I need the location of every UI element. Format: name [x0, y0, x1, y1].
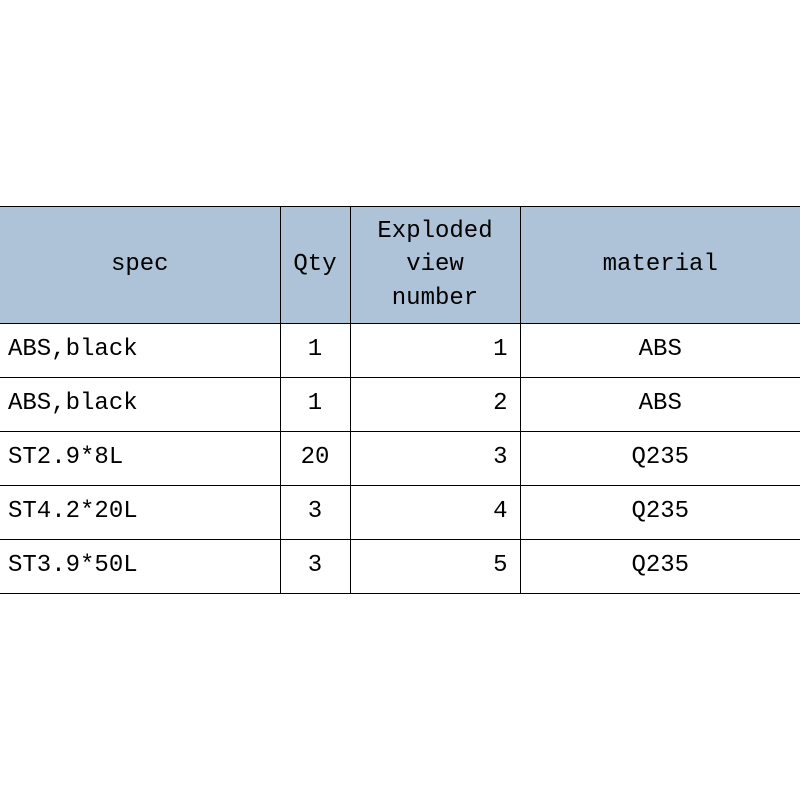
cell-spec: ST2.9*8L — [0, 432, 280, 486]
cell-view: 1 — [350, 324, 520, 378]
cell-spec: ABS,black — [0, 378, 280, 432]
table-header-row: spec Qty Explodedview number material — [0, 206, 800, 324]
table-row: ST4.2*20L 3 4 Q235 — [0, 486, 800, 540]
table-row: ST2.9*8L 20 3 Q235 — [0, 432, 800, 486]
cell-view: 5 — [350, 540, 520, 594]
cell-material: Q235 — [520, 540, 800, 594]
table-row: ABS,black 1 2 ABS — [0, 378, 800, 432]
cell-qty: 3 — [280, 540, 350, 594]
cell-view: 4 — [350, 486, 520, 540]
cell-spec: ST3.9*50L — [0, 540, 280, 594]
cell-qty: 20 — [280, 432, 350, 486]
cell-material: ABS — [520, 378, 800, 432]
cell-material: Q235 — [520, 432, 800, 486]
cell-material: Q235 — [520, 486, 800, 540]
col-header-view: Explodedview number — [350, 206, 520, 324]
cell-spec: ST4.2*20L — [0, 486, 280, 540]
col-header-material: material — [520, 206, 800, 324]
table-row: ABS,black 1 1 ABS — [0, 324, 800, 378]
cell-qty: 1 — [280, 378, 350, 432]
cell-spec: ABS,black — [0, 324, 280, 378]
cell-qty: 1 — [280, 324, 350, 378]
cell-view: 2 — [350, 378, 520, 432]
parts-table: spec Qty Explodedview number material AB… — [0, 206, 800, 595]
cell-view: 3 — [350, 432, 520, 486]
col-header-spec: spec — [0, 206, 280, 324]
table-row: ST3.9*50L 3 5 Q235 — [0, 540, 800, 594]
cell-qty: 3 — [280, 486, 350, 540]
cell-material: ABS — [520, 324, 800, 378]
parts-table-container: spec Qty Explodedview number material AB… — [0, 206, 800, 595]
col-header-qty: Qty — [280, 206, 350, 324]
